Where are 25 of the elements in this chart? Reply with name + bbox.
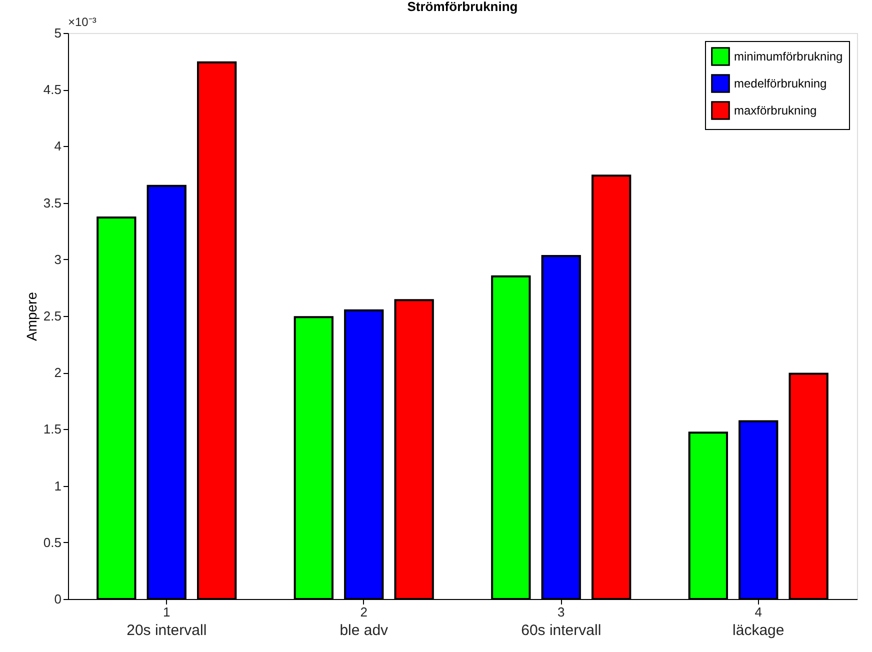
y-tick-label: 0 <box>54 592 62 606</box>
x-tick-label: 2 <box>360 604 368 620</box>
y-tick-label: 4.5 <box>43 82 62 98</box>
y-tick-label: 4 <box>54 138 62 154</box>
y-tick-label: 3 <box>54 252 62 267</box>
y-tick-label: 3.5 <box>43 195 62 210</box>
text: ×10⁻³ <box>68 15 96 29</box>
x-tick-label: 3 <box>558 604 565 620</box>
y-tick-label: 0.5 <box>43 534 62 550</box>
text: 60s intervall <box>521 622 602 639</box>
y-tick-label: 5 <box>54 26 62 40</box>
legend-label: maxförbrukning <box>734 104 817 118</box>
legend-label: minimumförbrukning <box>734 50 843 64</box>
text: läckage <box>732 622 784 639</box>
legend-label: medelförbrukning <box>734 76 827 90</box>
text: ble adv <box>340 622 389 639</box>
y-tick-label: 2 <box>54 365 62 380</box>
x-tick-label: 1 <box>163 604 170 620</box>
y-tick-label: 2.5 <box>43 308 62 324</box>
y-tick-label: 1 <box>54 478 62 494</box>
y-axis-title: Ampere <box>23 292 40 342</box>
x-tick-label: 4 <box>754 604 762 620</box>
y-tick-label: 1.5 <box>43 422 62 437</box>
text: 20s intervall <box>126 622 207 639</box>
chart-title: Strömförbrukning <box>407 0 518 14</box>
